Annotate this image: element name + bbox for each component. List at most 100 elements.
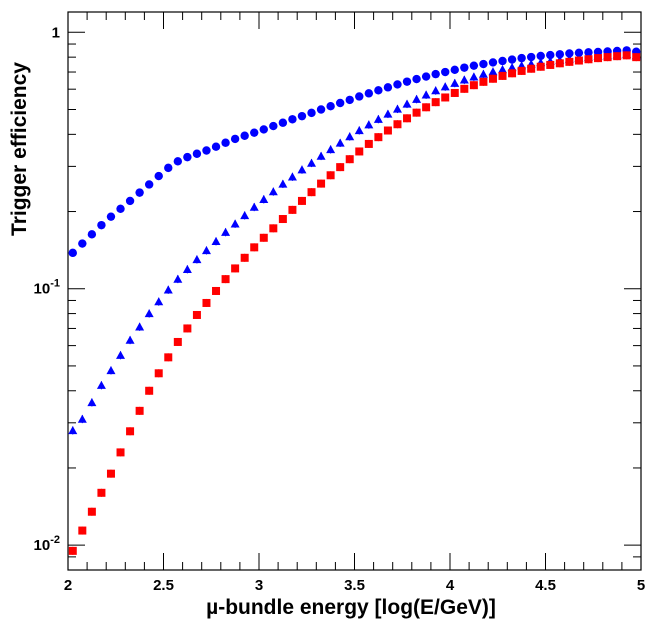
data-point — [517, 53, 526, 63]
data-point — [182, 264, 192, 273]
data-point — [603, 53, 612, 62]
data-point — [574, 56, 583, 65]
data-point — [106, 365, 116, 375]
x-tick-label: 3.5 — [344, 577, 365, 594]
y-tick-label: 1 — [52, 24, 60, 41]
data-point — [498, 71, 507, 80]
data-point — [212, 286, 221, 295]
data-point — [364, 120, 374, 129]
data-point — [336, 163, 345, 172]
data-point — [326, 102, 335, 111]
data-point — [460, 84, 469, 93]
data-point — [459, 75, 469, 84]
data-point — [97, 220, 106, 230]
labels-layer: µ-bundle energy [log(E/GeV)] Trigger eff… — [8, 62, 496, 619]
x-tick-label: 5 — [637, 577, 645, 594]
data-point — [87, 230, 97, 239]
data-point — [116, 350, 126, 359]
data-point — [392, 104, 402, 113]
series-triangle — [68, 49, 641, 435]
data-point — [192, 149, 202, 158]
data-point — [211, 142, 221, 151]
data-point — [431, 98, 440, 107]
data-point — [287, 172, 297, 181]
data-point — [355, 92, 364, 101]
data-point — [221, 275, 230, 284]
data-point — [68, 248, 77, 258]
data-point — [412, 74, 421, 84]
data-point — [565, 57, 574, 66]
data-point — [403, 114, 412, 123]
data-point — [116, 204, 125, 213]
data-point — [68, 546, 77, 555]
data-point — [508, 69, 517, 78]
data-point — [536, 62, 545, 71]
data-point — [383, 126, 392, 135]
data-point — [173, 274, 183, 283]
data-point — [574, 48, 584, 57]
data-point — [374, 133, 383, 142]
data-point — [335, 98, 345, 108]
data-point — [307, 188, 316, 197]
y-tick-label: 10-2 — [34, 534, 60, 554]
data-point — [145, 386, 154, 395]
data-point — [144, 309, 154, 318]
data-point — [383, 83, 393, 92]
data-point — [421, 72, 431, 81]
data-point — [632, 53, 641, 62]
data-point — [526, 52, 536, 62]
data-point — [268, 187, 278, 196]
data-point — [259, 194, 269, 204]
data-point — [116, 448, 125, 457]
data-point — [163, 285, 173, 294]
data-point — [345, 95, 354, 105]
data-point — [450, 78, 460, 87]
data-point — [192, 310, 201, 319]
data-point — [555, 50, 565, 59]
data-point — [355, 147, 364, 156]
data-point — [77, 414, 87, 423]
data-point — [613, 52, 622, 61]
data-point — [316, 151, 326, 160]
data-point — [307, 158, 317, 167]
data-point — [335, 138, 345, 147]
data-point — [527, 64, 536, 73]
data-point — [364, 89, 374, 98]
x-tick-label: 2.5 — [153, 577, 174, 594]
data-point — [96, 380, 106, 389]
data-point — [441, 67, 450, 77]
data-point — [431, 86, 441, 95]
x-tick-label: 2 — [64, 577, 72, 594]
x-axis-title: µ-bundle energy [log(E/GeV)] — [206, 596, 496, 619]
data-point — [144, 180, 154, 189]
series-square — [68, 51, 641, 555]
data-point — [536, 51, 545, 61]
data-point — [507, 55, 517, 64]
data-point — [269, 224, 278, 233]
data-point — [469, 61, 479, 70]
data-point — [87, 507, 96, 516]
data-point — [469, 81, 478, 90]
data-point — [230, 219, 240, 228]
data-point — [422, 103, 431, 112]
data-point — [393, 120, 402, 129]
data-point — [622, 51, 631, 60]
data-point — [488, 58, 498, 67]
data-point — [517, 66, 526, 75]
y-tick-label: 10-1 — [34, 278, 60, 298]
data-point — [183, 152, 192, 162]
data-point — [240, 211, 250, 220]
data-point — [469, 72, 479, 81]
data-point — [546, 50, 555, 60]
data-point — [240, 131, 249, 140]
data-point — [259, 125, 268, 134]
data-point — [297, 196, 306, 205]
series-circle — [68, 46, 641, 258]
data-point — [230, 134, 240, 144]
data-point — [202, 146, 211, 155]
data-point — [345, 132, 355, 141]
data-point — [450, 88, 459, 97]
data-point — [488, 67, 498, 76]
data-point — [479, 59, 488, 69]
